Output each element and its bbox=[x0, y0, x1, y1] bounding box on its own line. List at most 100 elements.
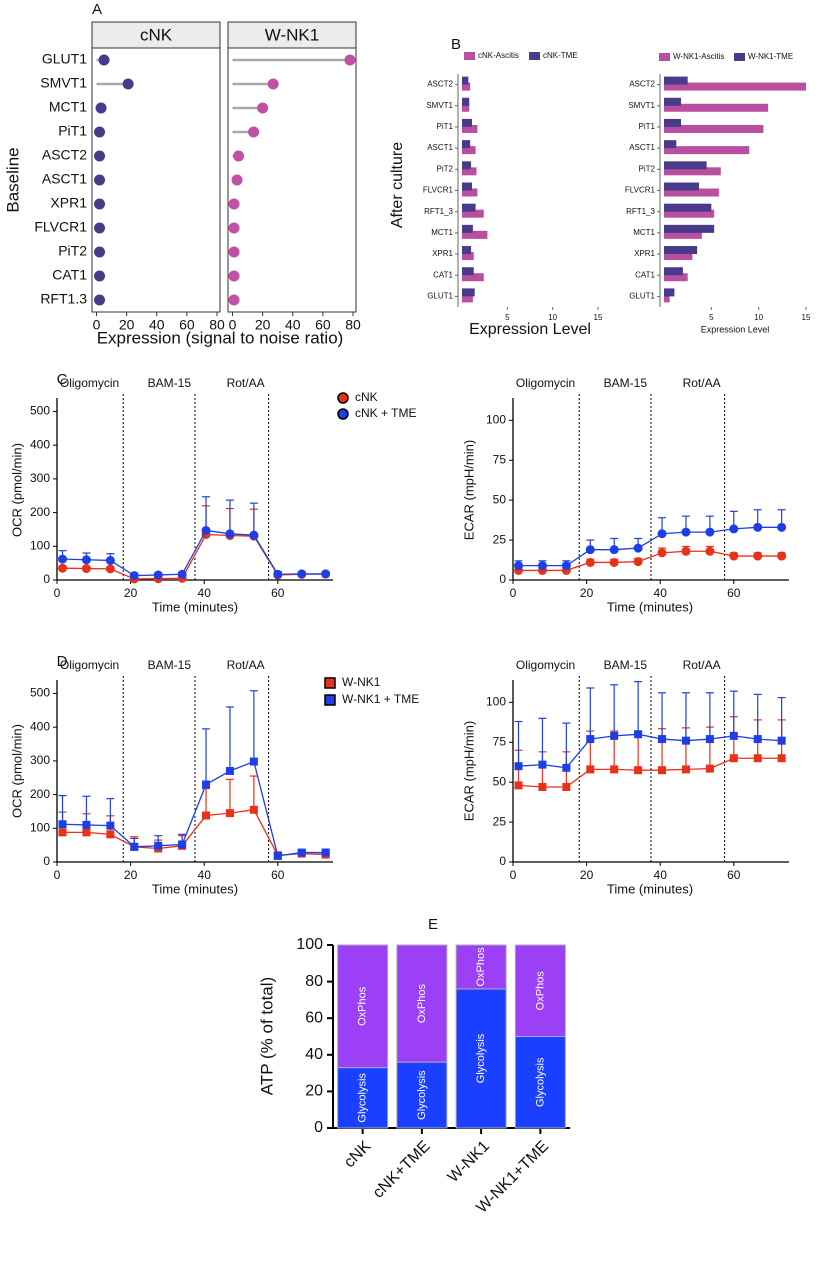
bar bbox=[664, 182, 700, 191]
series-line bbox=[518, 526, 782, 567]
y-tick-label: 25 bbox=[493, 814, 507, 828]
y-tick-label: ASCT2 bbox=[42, 147, 87, 163]
marker bbox=[82, 820, 91, 829]
marker bbox=[658, 766, 667, 775]
marker bbox=[609, 557, 619, 567]
x-tick-label: 60 bbox=[179, 317, 195, 333]
marker bbox=[681, 736, 690, 745]
series-line bbox=[62, 760, 326, 857]
legend-label: W-NK1 bbox=[342, 675, 381, 689]
legend-label: cNK-Ascitis bbox=[478, 51, 519, 60]
marker bbox=[729, 731, 738, 740]
y-tick-label: 75 bbox=[493, 452, 507, 466]
marker bbox=[106, 821, 115, 830]
bar bbox=[664, 140, 677, 149]
y-tick-label: 300 bbox=[30, 471, 50, 485]
lollipop-dot bbox=[228, 246, 240, 258]
marker bbox=[81, 555, 91, 565]
marker bbox=[657, 529, 667, 539]
bar bbox=[462, 82, 471, 91]
y-tick-label: CAT1 bbox=[52, 267, 87, 283]
bar-segment bbox=[337, 1067, 389, 1129]
facet-frame bbox=[227, 47, 357, 313]
marker bbox=[561, 561, 571, 571]
marker bbox=[681, 546, 691, 556]
bar bbox=[462, 288, 475, 297]
marker bbox=[609, 545, 619, 555]
bar-segment bbox=[396, 1061, 448, 1129]
bar-segment bbox=[337, 944, 389, 1069]
lollipop-dot bbox=[94, 222, 106, 234]
y-tick-label: RFT1.3 bbox=[40, 291, 87, 307]
marker bbox=[201, 525, 211, 535]
y-tick-label: CAT1 bbox=[635, 270, 655, 279]
bar bbox=[462, 294, 473, 303]
lollipop-dot bbox=[98, 54, 110, 66]
y-tick-label: 80 bbox=[305, 973, 323, 990]
y-tick-label: 100 bbox=[486, 413, 506, 427]
x-tick-label: 20 bbox=[119, 317, 135, 333]
bar bbox=[664, 124, 764, 133]
x-tick-label: 0 bbox=[229, 317, 237, 333]
marker bbox=[82, 828, 91, 837]
marker bbox=[585, 545, 595, 555]
legend-marker bbox=[324, 677, 336, 689]
marker bbox=[58, 828, 67, 837]
marker bbox=[681, 527, 691, 537]
marker bbox=[633, 557, 643, 567]
y-tick-label: 200 bbox=[30, 787, 50, 801]
x-axis-label: Time (minutes) bbox=[607, 881, 693, 896]
x-tick-label: 60 bbox=[315, 317, 331, 333]
lollipop-dot bbox=[228, 222, 240, 234]
y-axis-label: After culture bbox=[389, 142, 406, 228]
y-tick-label: 200 bbox=[30, 505, 50, 519]
y-tick-label: ASCT1 bbox=[427, 143, 453, 152]
marker bbox=[153, 570, 163, 580]
bar bbox=[664, 273, 688, 282]
lollipop-dot bbox=[228, 198, 240, 210]
y-tick-label: XPR1 bbox=[50, 195, 87, 211]
y-axis-label: ECAR (mpH/min) bbox=[461, 721, 476, 821]
series-line bbox=[518, 733, 782, 769]
treatment-label: Rot/AA bbox=[227, 658, 265, 672]
marker bbox=[249, 530, 259, 540]
marker bbox=[130, 842, 139, 851]
x-tick-label: 20 bbox=[255, 317, 271, 333]
y-tick-label: 0 bbox=[43, 854, 50, 868]
y-tick-label: 20 bbox=[305, 1083, 323, 1100]
lollipop-dot bbox=[94, 270, 106, 282]
marker bbox=[681, 765, 690, 774]
bar bbox=[462, 146, 476, 155]
bar bbox=[462, 140, 471, 149]
y-axis-label: ATP (% of total) bbox=[257, 977, 276, 1095]
y-tick-label: 40 bbox=[305, 1046, 323, 1063]
y-tick-label: 500 bbox=[30, 404, 50, 418]
y-tick-label: PiT2 bbox=[437, 164, 454, 173]
y-tick-label: 0 bbox=[314, 1119, 323, 1136]
y-tick-label: XPR1 bbox=[634, 249, 655, 258]
x-tick-label: 40 bbox=[198, 586, 212, 600]
bar bbox=[462, 188, 478, 197]
lollipop-dot bbox=[94, 150, 106, 162]
marker bbox=[753, 754, 762, 763]
y-axis-label: ECAR (mpH/min) bbox=[461, 440, 476, 540]
marker bbox=[538, 782, 547, 791]
marker bbox=[273, 569, 283, 579]
panel-letter: B bbox=[451, 36, 461, 53]
segment-label: Glycolysis bbox=[357, 1073, 369, 1123]
legend-swatch bbox=[659, 53, 670, 61]
lollipop-dot bbox=[122, 78, 134, 90]
x-tick-label: 0 bbox=[54, 586, 61, 600]
facet-frame bbox=[91, 47, 221, 313]
y-tick-label: 60 bbox=[305, 1009, 323, 1026]
bar bbox=[462, 267, 474, 276]
treatment-label: Oligomycin bbox=[516, 376, 575, 390]
bar bbox=[664, 146, 750, 155]
y-tick-label: MCT1 bbox=[431, 228, 453, 237]
marker bbox=[178, 840, 187, 849]
x-tick-label: 20 bbox=[580, 868, 594, 882]
marker bbox=[58, 820, 67, 829]
bar bbox=[664, 246, 698, 255]
marker bbox=[154, 841, 163, 850]
legend-swatch bbox=[734, 53, 745, 61]
